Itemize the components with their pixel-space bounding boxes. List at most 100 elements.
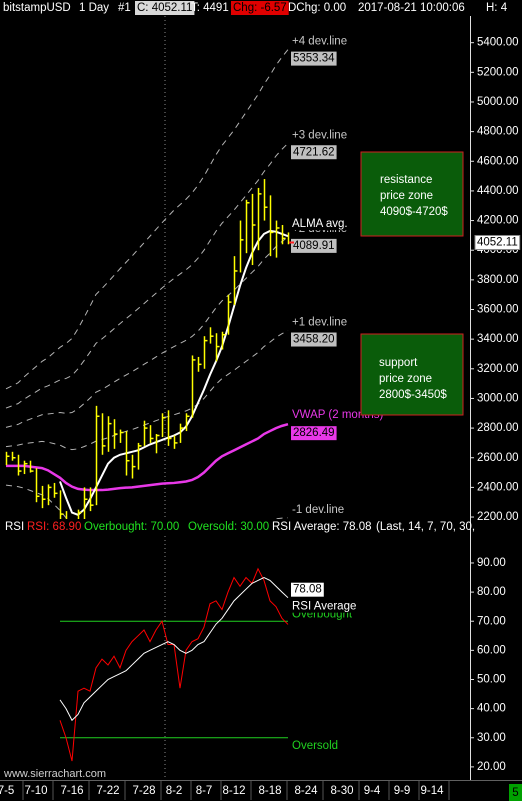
- x-tick-label: 7-16: [60, 785, 83, 797]
- y-tick-label: 5400.00: [477, 37, 519, 49]
- annotation-text: price zone: [379, 373, 432, 385]
- status-item-box: [135, 1, 195, 15]
- rsi-header-item: RSI: 68.90: [27, 521, 81, 533]
- rsi-header-item: Oversold: 30.00: [188, 521, 269, 533]
- rsi-header-item: (Last, 14, 7, 70, 30,: [376, 521, 475, 533]
- series-label: -1 dev.line: [292, 504, 344, 516]
- x-tick-label: 8-12: [222, 785, 245, 797]
- y-tick-label: 3600.00: [477, 304, 519, 316]
- rsi-header-item: RSI: [5, 521, 24, 533]
- series-value: 5353.34: [293, 53, 335, 65]
- y-tick-label: 50.00: [477, 674, 506, 686]
- y-tick-label: 20.00: [477, 761, 506, 773]
- indicator-line: [6, 422, 289, 492]
- x-tick-label: 9-4: [364, 785, 381, 797]
- series-value: 4089.91: [293, 240, 335, 252]
- y-tick-label: 70.00: [477, 615, 506, 627]
- y-tick-label: 80.00: [477, 586, 506, 598]
- rsi-header-bg: [0, 519, 470, 535]
- series-label: +4 dev.line: [292, 36, 347, 48]
- watermark: www.sierrachart.com: [3, 768, 106, 780]
- y-tick-label: 3000.00: [477, 392, 519, 404]
- series-value-box: [291, 582, 324, 597]
- threshold-label: Oversold: [292, 740, 338, 752]
- annotation-text: 4090$-4720$: [380, 206, 448, 218]
- band-line: [5, 236, 289, 428]
- band-line: [5, 142, 289, 409]
- y-tick-label: 90.00: [477, 557, 506, 569]
- series-value: 4721.62: [293, 146, 335, 158]
- series-value-box: [291, 145, 337, 160]
- series-label: +1 dev.line: [292, 317, 347, 329]
- series-value: 2826.49: [293, 427, 335, 439]
- x-tick-label: 9-14: [420, 785, 444, 797]
- x-tick-label: 8-2: [166, 785, 183, 797]
- x-tick-label: 8-18: [258, 785, 281, 797]
- y-tick-label: 40.00: [477, 703, 506, 715]
- status-item: Chg: -6.57: [233, 2, 287, 14]
- rsi-plot: [59, 567, 289, 762]
- series-label: RSI Average: [292, 601, 356, 613]
- corner-box: [509, 784, 522, 801]
- annotation-box: [360, 333, 464, 416]
- last-price: 4052.11: [477, 237, 518, 249]
- status-item: H: 4: [486, 2, 508, 14]
- x-tick-label: 7-10: [24, 785, 47, 797]
- status-item: C: 4052.11: [137, 2, 192, 14]
- rsi-header-item: RSI Average: 78.08: [272, 521, 372, 533]
- y-tick-label: 2400.00: [477, 481, 519, 493]
- series-value: 3458.20: [293, 334, 335, 346]
- y-tick-label: 5000.00: [477, 96, 519, 108]
- annotation-text: resistance: [380, 174, 432, 186]
- y-tick-label: 2600.00: [477, 452, 519, 464]
- y-tick-label: 3200.00: [477, 363, 519, 375]
- y-tick-label: 2800.00: [477, 422, 519, 434]
- series-label: ALMA avg.: [292, 218, 348, 230]
- x-tick-label: 8-24: [294, 785, 318, 797]
- series-label: +3 dev.line: [292, 129, 347, 141]
- rsi-header-item: Overbought: 70.00: [84, 521, 179, 533]
- y-tick-label: 3400.00: [477, 333, 519, 345]
- y-tick-label: 4600.00: [477, 155, 519, 167]
- series-label-bg: [291, 599, 358, 613]
- series-value-box: [291, 238, 337, 253]
- y-tick-label: 3800.00: [477, 274, 519, 286]
- price-plot: [5, 49, 292, 520]
- x-tick-label: 7-22: [96, 785, 119, 797]
- band-line: [5, 49, 289, 390]
- annotation-text: support: [379, 357, 418, 369]
- symbol: bitstampUSD: [3, 2, 71, 14]
- y-tick-label: 4200.00: [477, 215, 519, 227]
- rsi-line: [59, 576, 289, 722]
- series-value-box: [291, 426, 337, 441]
- band-line: [5, 330, 289, 451]
- y-tick-label: 4800.00: [477, 126, 519, 138]
- x-tick-label: 9-9: [394, 785, 411, 797]
- series-value-box: [291, 332, 337, 347]
- series-label-bg: [291, 217, 349, 231]
- period: 1 Day: [79, 2, 109, 14]
- x-tick-label: 7-28: [132, 785, 155, 797]
- annotation-text: 2800$-3450$: [379, 389, 447, 401]
- series-value-box: [291, 51, 337, 66]
- annotation-text: price zone: [380, 190, 433, 202]
- status-item: T: 4491: [191, 2, 229, 14]
- y-tick-label: 4400.00: [477, 185, 519, 197]
- status-item: DChg: 0.00: [288, 2, 346, 14]
- y-tick-label: 2200.00: [477, 511, 519, 523]
- y-tick-label: 30.00: [477, 732, 506, 744]
- status-item-box: [231, 1, 289, 15]
- status-item: 2017-08-21 10:00:06: [358, 2, 465, 14]
- x-tick-label: 8-7: [196, 785, 213, 797]
- status-item: #1: [118, 2, 131, 14]
- annotation-box: [360, 151, 464, 237]
- x-tick-label: 8-30: [330, 785, 353, 797]
- y-tick-label: 60.00: [477, 644, 506, 656]
- y-tick-label: 5200.00: [477, 66, 519, 78]
- x-tick-label: 7-5: [0, 785, 14, 797]
- corner-label: 5: [512, 787, 518, 799]
- series-value: 78.08: [293, 584, 322, 596]
